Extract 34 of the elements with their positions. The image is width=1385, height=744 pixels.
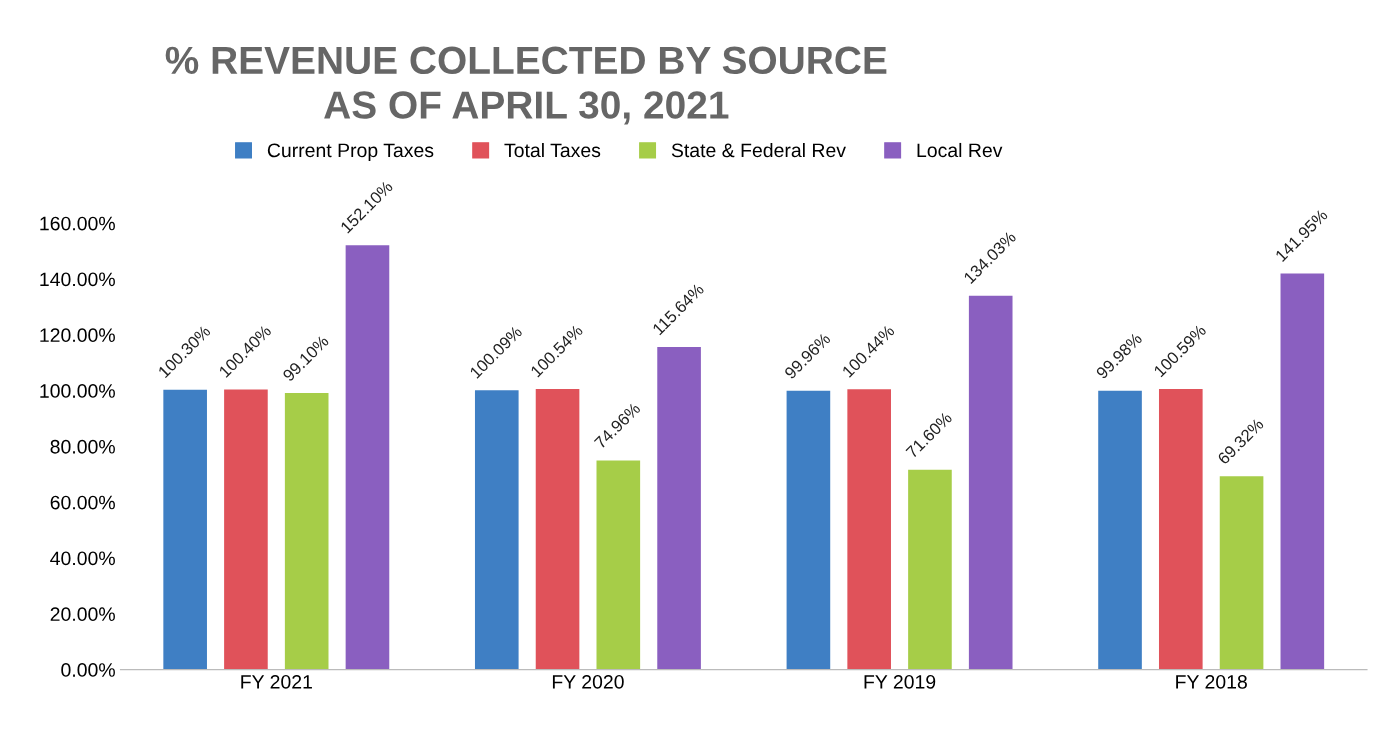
x-tick-label: FY 2020	[552, 674, 624, 689]
y-tick-label: 140.00%	[40, 272, 115, 287]
y-tick-label: 60.00%	[50, 495, 115, 510]
bar	[224, 389, 268, 670]
y-tick-label: 0.00%	[61, 663, 115, 677]
chart-title: % REVENUE COLLECTED BY SOURCE AS OF APRIL 30, 2021	[165, 46, 887, 125]
bar	[968, 295, 1013, 670]
x-tick-label: FY 2019	[864, 674, 936, 689]
bar	[535, 389, 580, 670]
bar	[596, 460, 641, 670]
bar	[1219, 476, 1264, 670]
bar	[474, 390, 519, 670]
bar	[1158, 388, 1203, 670]
legend-label: Current Prop Taxes	[267, 143, 434, 162]
bar	[284, 393, 329, 670]
legend-label: Local Rev	[917, 142, 1003, 158]
bar	[1098, 390, 1142, 670]
y-tick-label: 100.00%	[40, 384, 115, 398]
bar	[657, 346, 701, 670]
bar	[1280, 273, 1325, 670]
y-tick-label: 20.00%	[50, 607, 115, 622]
bar	[908, 469, 952, 670]
bar	[847, 389, 891, 670]
y-tick-label: 40.00%	[50, 551, 115, 566]
legend-label: Total Taxes	[504, 142, 601, 158]
legend-label: State & Federal Rev	[671, 142, 846, 158]
bar	[345, 245, 390, 670]
bar	[163, 389, 207, 670]
x-tick-label: FY 2018	[1176, 674, 1247, 689]
y-tick-label: 160.00%	[40, 216, 115, 231]
bar	[786, 390, 831, 670]
y-tick-label: 120.00%	[40, 328, 115, 343]
y-tick-label: 80.00%	[50, 439, 115, 454]
x-tick-label: FY 2021	[241, 674, 312, 689]
